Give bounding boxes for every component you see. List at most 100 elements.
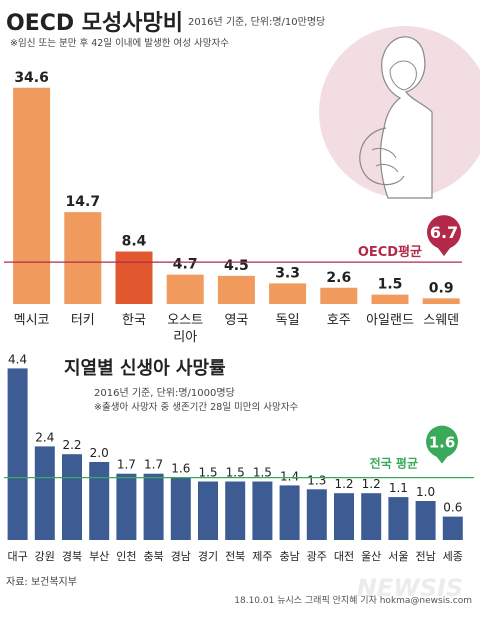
newborn-value-label: 1.2 xyxy=(362,477,381,491)
oecd-average-pin xyxy=(427,215,461,250)
oecd-note: ※임신 또는 분만 후 42일 이내에 발생한 여성 사망자수 xyxy=(10,37,229,49)
oecd-value-labels: 34.6 14.7 8.4 4.7 4.5 3.3 2.6 1.5 0.9 xyxy=(14,70,453,297)
newborn-category-label: 부산 xyxy=(89,550,109,563)
newborn-category-label: 경기 xyxy=(198,550,218,563)
newborn-bar xyxy=(361,493,382,540)
newsis-watermark: NEWSIS xyxy=(357,574,463,602)
newborn-value-label: 2.2 xyxy=(62,438,81,452)
oecd-subtitle: 2016년 기준, 단위:명/10만명당 xyxy=(188,15,325,28)
oecd-average-label: OECD평균 xyxy=(358,244,422,260)
source-text: 자료: 보건복지부 xyxy=(6,576,77,588)
oecd-value-label: 3.3 xyxy=(275,265,300,281)
newborn-bar xyxy=(116,473,137,540)
newborn-category-label: 인천 xyxy=(116,549,136,563)
newborn-title: 지열별 신생아 사망률 xyxy=(64,358,226,379)
oecd-value-label: 2.6 xyxy=(326,270,351,286)
oecd-bar xyxy=(13,87,51,304)
newborn-category-label: 충북 xyxy=(143,550,163,563)
newborn-bar xyxy=(334,493,354,540)
national-average-label: 전국 평균 xyxy=(370,456,418,471)
newborn-value-labels: 4.4 2.4 2.2 2.0 1.7 1.7 1.6 1.5 1.5 1.5 1.4 1.3 1.2 1… xyxy=(8,352,462,514)
oecd-category-label: 아일랜드 xyxy=(366,313,414,328)
newborn-bar xyxy=(198,481,218,540)
newborn-bar xyxy=(34,446,55,540)
oecd-average-value: 6.7 xyxy=(430,223,458,242)
oecd-category-label: 오스트 xyxy=(167,313,203,328)
newborn-bar xyxy=(7,368,28,540)
newborn-bar xyxy=(306,489,327,540)
oecd-bar xyxy=(422,298,460,304)
oecd-category-label: 독일 xyxy=(276,313,300,328)
oecd-bar xyxy=(115,251,153,304)
newborn-value-label: 1.5 xyxy=(253,466,272,480)
newborn-category-label: 경북 xyxy=(62,550,82,563)
newborn-value-label: 2.4 xyxy=(35,430,54,444)
newborn-bar xyxy=(415,501,436,540)
credit-text: 18.10.01 뉴시스 그래픽 안지혜 기자 hokma@newsis.com xyxy=(234,594,472,606)
newborn-category-label: 서울 xyxy=(388,550,408,563)
newborn-value-label: 1.5 xyxy=(198,466,217,480)
newborn-category-label: 대전 xyxy=(334,550,354,563)
oecd-value-label: 4.7 xyxy=(173,257,198,273)
oecd-average-line: OECD평균 6.7 xyxy=(4,215,462,263)
newborn-bar xyxy=(225,481,246,540)
newborn-category-label: 강원 xyxy=(35,550,55,563)
newborn-value-label: 1.5 xyxy=(226,466,245,480)
newborn-bars xyxy=(7,368,463,540)
newborn-bar xyxy=(442,516,463,540)
newborn-value-label: 4.4 xyxy=(8,352,27,366)
oecd-value-label: 14.7 xyxy=(66,194,101,210)
newborn-value-label: 1.7 xyxy=(144,458,163,472)
newborn-bar xyxy=(62,454,82,540)
newborn-value-label: 1.3 xyxy=(307,473,326,487)
oecd-category-label: 영국 xyxy=(224,313,248,328)
oecd-bar xyxy=(166,274,204,304)
newborn-category-label: 충남 xyxy=(279,550,299,563)
oecd-value-label: 8.4 xyxy=(122,234,147,250)
newborn-bar xyxy=(388,497,409,540)
oecd-value-label: 34.6 xyxy=(14,70,49,86)
newborn-value-label: 1.2 xyxy=(334,477,353,491)
national-average-value: 1.6 xyxy=(429,434,456,452)
newborn-value-label: 1.7 xyxy=(117,458,136,472)
oecd-bar xyxy=(269,283,307,304)
oecd-value-label: 1.5 xyxy=(378,277,403,293)
oecd-value-label: 4.5 xyxy=(224,258,249,274)
oecd-category-label: 터키 xyxy=(71,313,95,328)
national-average-pin xyxy=(426,425,458,458)
newborn-category-label: 제주 xyxy=(252,550,272,563)
newborn-value-label: 2.0 xyxy=(90,446,109,460)
newborn-category-labels: 대구 강원 경북 부산 인천 충북 경남 경기 전북 제주 충남 광주 대전 울산 서울 전남 세종 xyxy=(7,549,462,563)
newborn-value-label: 1.6 xyxy=(171,462,190,476)
newborn-value-label: 1.0 xyxy=(416,485,435,499)
oecd-bars xyxy=(13,87,460,304)
newborn-category-label: 대구 xyxy=(7,550,27,563)
newborn-subtitle: 2016년 기준, 단위:명/1000명당 xyxy=(94,386,235,399)
pregnant-woman-icon xyxy=(319,26,480,199)
oecd-value-label: 0.9 xyxy=(429,280,454,296)
oecd-bar xyxy=(320,287,358,304)
oecd-bar xyxy=(217,275,255,304)
oecd-category-label: 한국 xyxy=(122,313,146,328)
national-average-line: 전국 평균 1.6 xyxy=(4,425,474,479)
newborn-category-label: 경남 xyxy=(171,550,191,563)
newborn-bar xyxy=(252,481,273,540)
newborn-bar xyxy=(170,477,191,540)
oecd-bar xyxy=(371,294,409,304)
newborn-category-label: 전남 xyxy=(415,550,435,563)
oecd-category-label: 호주 xyxy=(327,313,351,328)
newborn-note: ※출생아 사망자 중 생존기간 28일 미만의 사망자수 xyxy=(94,402,298,413)
newborn-value-label: 1.4 xyxy=(280,469,299,483)
oecd-category-label: 멕시코 xyxy=(14,313,50,328)
oecd-category-label: 리아 xyxy=(173,330,197,345)
newborn-category-label: 광주 xyxy=(307,550,327,563)
newborn-value-label: 1.1 xyxy=(389,481,408,495)
oecd-category-label: 스웨덴 xyxy=(423,313,459,328)
newborn-category-label: 울산 xyxy=(361,550,381,563)
newborn-value-label: 0.6 xyxy=(443,501,462,515)
oecd-title: OECD 모성사망비 xyxy=(6,11,183,36)
newborn-category-label: 전북 xyxy=(225,550,245,563)
newborn-bar xyxy=(143,473,164,540)
